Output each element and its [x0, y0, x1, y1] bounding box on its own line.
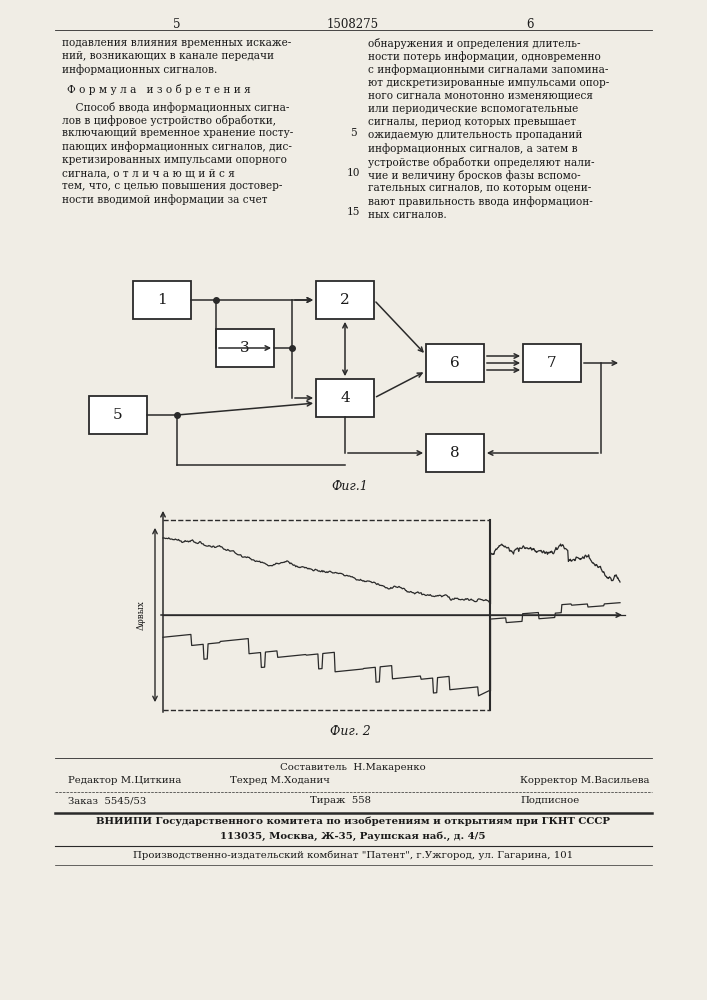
Text: информационных сигналов, а затем в: информационных сигналов, а затем в — [368, 144, 578, 154]
Text: кретизированных импульсами опорного: кретизированных импульсами опорного — [62, 155, 287, 165]
Text: ных сигналов.: ных сигналов. — [368, 210, 447, 220]
Text: Корректор М.Васильева: Корректор М.Васильева — [520, 776, 650, 785]
Text: включающий временное хранение посту-: включающий временное хранение посту- — [62, 128, 293, 138]
Text: сигнала, о т л и ч а ю щ и й с я: сигнала, о т л и ч а ю щ и й с я — [62, 168, 235, 178]
Text: 3: 3 — [240, 341, 250, 355]
Text: Подписное: Подписное — [520, 796, 579, 805]
Text: ности потерь информации, одновременно: ности потерь информации, одновременно — [368, 51, 601, 62]
Text: 7: 7 — [547, 356, 557, 370]
Text: Фиг.1: Фиг.1 — [332, 480, 368, 493]
Text: сигналы, период которых превышает: сигналы, период которых превышает — [368, 117, 576, 127]
Text: 15: 15 — [346, 207, 360, 217]
Bar — [316, 281, 374, 319]
Text: лов в цифровое устройство обработки,: лов в цифровое устройство обработки, — [62, 115, 276, 126]
Bar — [523, 344, 581, 382]
Bar — [426, 344, 484, 382]
Text: ного сигнала монотонно изменяющиеся: ного сигнала монотонно изменяющиеся — [368, 91, 593, 101]
Text: 113035, Москва, Ж-35, Раушская наб., д. 4/5: 113035, Москва, Ж-35, Раушская наб., д. … — [221, 831, 486, 841]
Text: обнаружения и определения длитель-: обнаружения и определения длитель- — [368, 38, 580, 49]
Text: устройстве обработки определяют нали-: устройстве обработки определяют нали- — [368, 157, 595, 168]
Text: ожидаемую длительность пропаданий: ожидаемую длительность пропаданий — [368, 130, 583, 140]
Text: с информационными сигналами запомина-: с информационными сигналами запомина- — [368, 64, 609, 75]
Text: 1508275: 1508275 — [327, 18, 379, 31]
Text: Заказ  5545/53: Заказ 5545/53 — [68, 796, 146, 805]
Text: Производственно-издательский комбинат "Патент", г.Ужгород, ул. Гагарина, 101: Производственно-издательский комбинат "П… — [133, 850, 573, 859]
Text: ности вводимой информации за счет: ности вводимой информации за счет — [62, 194, 267, 205]
Text: Фиг. 2: Фиг. 2 — [329, 725, 370, 738]
Text: вают правильность ввода информацион-: вают правильность ввода информацион- — [368, 196, 592, 207]
Text: гательных сигналов, по которым оцени-: гательных сигналов, по которым оцени- — [368, 183, 591, 193]
Text: 5: 5 — [113, 408, 123, 422]
Text: 10: 10 — [346, 168, 360, 178]
Bar — [316, 379, 374, 417]
Text: ВНИИПИ Государственного комитета по изобретениям и открытиям при ГКНТ СССР: ВНИИПИ Государственного комитета по изоб… — [96, 817, 610, 826]
Bar — [89, 396, 147, 434]
Text: Составитель  Н.Макаренко: Составитель Н.Макаренко — [280, 763, 426, 772]
Text: чие и величину бросков фазы вспомо-: чие и величину бросков фазы вспомо- — [368, 170, 580, 181]
Bar — [133, 281, 191, 319]
Text: Δφвых: Δφвых — [136, 600, 146, 630]
Text: 6: 6 — [526, 18, 534, 31]
Text: 5: 5 — [350, 128, 356, 138]
Text: ний, возникающих в канале передачи: ний, возникающих в канале передачи — [62, 51, 274, 61]
Text: информационных сигналов.: информационных сигналов. — [62, 64, 217, 75]
Text: подавления влияния временных искаже-: подавления влияния временных искаже- — [62, 38, 291, 48]
Text: Ф о р м у л а   и з о б р е т е н и я: Ф о р м у л а и з о б р е т е н и я — [67, 84, 251, 95]
Text: 8: 8 — [450, 446, 460, 460]
Bar — [426, 434, 484, 472]
Text: 5: 5 — [173, 18, 181, 31]
Text: Способ ввода информационных сигна-: Способ ввода информационных сигна- — [62, 102, 289, 113]
Text: Редактор М.Циткина: Редактор М.Циткина — [68, 776, 182, 785]
Text: или периодические вспомогательные: или периодические вспомогательные — [368, 104, 578, 114]
Text: 4: 4 — [340, 391, 350, 405]
Bar — [216, 329, 274, 367]
Text: тем, что, с целью повышения достовер-: тем, что, с целью повышения достовер- — [62, 181, 282, 191]
Text: Тираж  558: Тираж 558 — [310, 796, 371, 805]
Text: 1: 1 — [157, 293, 167, 307]
Text: ют дискретизированные импульсами опор-: ют дискретизированные импульсами опор- — [368, 78, 609, 88]
Text: Техред М.Ходанич: Техред М.Ходанич — [230, 776, 330, 785]
Text: пающих информационных сигналов, дис-: пающих информационных сигналов, дис- — [62, 141, 292, 152]
Text: 6: 6 — [450, 356, 460, 370]
Text: 2: 2 — [340, 293, 350, 307]
